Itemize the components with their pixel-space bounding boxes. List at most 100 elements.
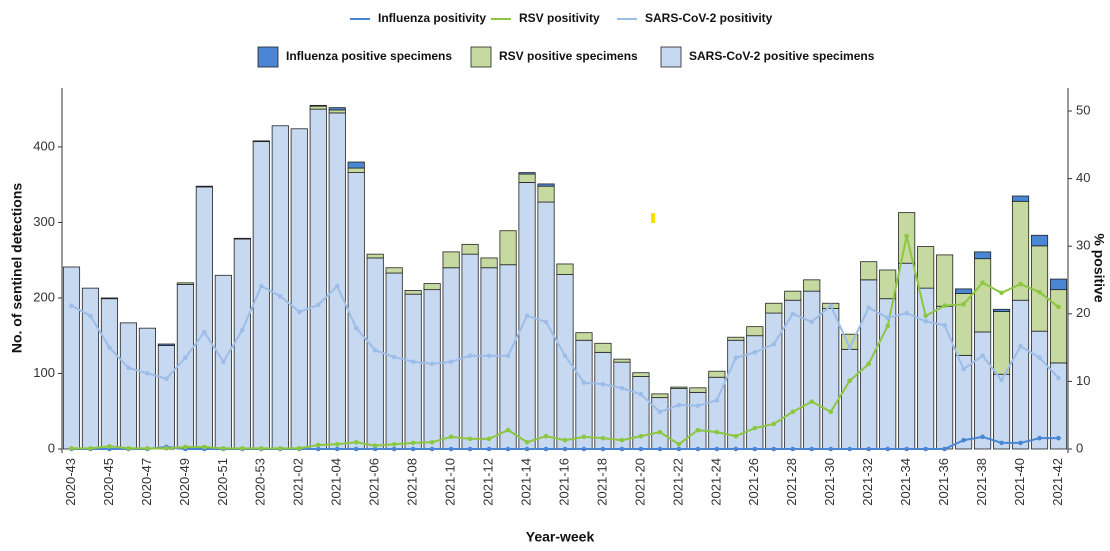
x-tick-label: 2021-26 (746, 458, 761, 506)
line-point (543, 446, 549, 452)
bar-segment (1011, 299, 1030, 450)
line-point (828, 409, 834, 415)
bar-segment (366, 253, 384, 259)
line-point (619, 385, 625, 391)
bar-segment (613, 361, 631, 450)
line-point (619, 437, 625, 443)
bar-segment (100, 297, 119, 300)
line-point (543, 433, 549, 439)
bar-segment (556, 274, 574, 450)
x-tick-label: 2020-47 (139, 458, 154, 506)
line-point (164, 376, 169, 381)
line-point (695, 403, 701, 409)
line-point (1018, 281, 1023, 287)
line-point (714, 446, 720, 452)
line-point (771, 421, 777, 427)
line-point (221, 359, 226, 365)
bar-segment (1011, 195, 1030, 202)
bar-segment (366, 257, 384, 450)
line-point (638, 446, 644, 452)
line-point (1056, 435, 1061, 441)
line-point (847, 446, 853, 452)
line-point (183, 444, 188, 450)
bar-segment (727, 336, 745, 341)
line-point (961, 437, 966, 443)
line-point (391, 354, 397, 360)
x-tick-label: 2021-42 (1050, 458, 1065, 506)
line-point (467, 353, 473, 359)
bar-segment (936, 254, 954, 307)
x-tick-label: 2020-53 (253, 458, 268, 506)
bar-segment (461, 253, 479, 450)
line-point (999, 290, 1004, 296)
x-tick-label: 2020-49 (177, 458, 192, 506)
line-point (733, 446, 739, 452)
line-point (486, 353, 492, 359)
line-point (866, 446, 871, 452)
line-point (790, 311, 796, 317)
line-point (809, 319, 815, 325)
bar-segment (594, 351, 612, 450)
line-point (505, 446, 511, 452)
bar-segment (993, 311, 1011, 375)
x-tick-label: 2021-40 (1012, 458, 1027, 506)
bar-segment (423, 283, 441, 291)
line-point (486, 446, 492, 452)
line-point (259, 283, 264, 289)
line-point (145, 370, 150, 376)
bar-segment (613, 358, 631, 363)
line-point (980, 353, 985, 359)
line-point (771, 341, 777, 347)
line-point (277, 293, 283, 299)
y2-tick-label: 30 (1076, 238, 1090, 253)
legend-label: RSV positive specimens (499, 49, 638, 63)
line-point (126, 446, 131, 451)
bar-segment (347, 172, 365, 450)
line-point (1037, 289, 1042, 295)
bar-segment (632, 372, 650, 377)
bar-segment (328, 109, 346, 114)
bar-segment (670, 386, 688, 389)
legend-label: SARS-CoV-2 positivity (645, 11, 773, 25)
line-point (999, 377, 1004, 383)
bar-segment (974, 331, 992, 450)
line-point (334, 283, 340, 289)
x-tick-label: 2021-22 (670, 458, 685, 506)
line-point (334, 441, 340, 447)
line-point (429, 361, 435, 367)
bar-segment (290, 128, 308, 450)
line-point (429, 439, 435, 445)
line-point (904, 310, 909, 316)
line-point (429, 446, 435, 452)
x-tick-label: 2021-10 (443, 458, 458, 506)
x-tick-label: 2021-20 (632, 458, 647, 506)
line-point (562, 353, 568, 359)
x-tick-label: 2021-04 (329, 458, 344, 506)
bar-segment (651, 393, 669, 399)
x-tick-label: 2021-12 (481, 458, 496, 506)
line-point (847, 345, 853, 350)
bar-segment (176, 283, 194, 450)
line-point (676, 441, 682, 447)
x-tick-label: 2021-30 (822, 458, 837, 506)
line-point (885, 315, 890, 321)
bar-segment (594, 342, 612, 353)
bar-segment (708, 370, 726, 378)
bar-segment (138, 327, 156, 450)
bar-segment (385, 272, 403, 450)
line-point (259, 446, 264, 451)
y2-tick-label: 40 (1076, 170, 1090, 185)
bar-segment (119, 322, 137, 450)
y-tick-label: 100 (33, 365, 55, 380)
bar-segment (423, 289, 441, 450)
line-point (372, 443, 378, 448)
bar-segment (157, 343, 175, 346)
bar-segment (537, 185, 555, 203)
line-point (923, 446, 928, 452)
line-point (221, 446, 226, 451)
line-point (847, 378, 853, 384)
line-point (315, 302, 321, 308)
line-point (126, 365, 131, 371)
bar-segment (803, 279, 821, 292)
marker (651, 213, 655, 223)
